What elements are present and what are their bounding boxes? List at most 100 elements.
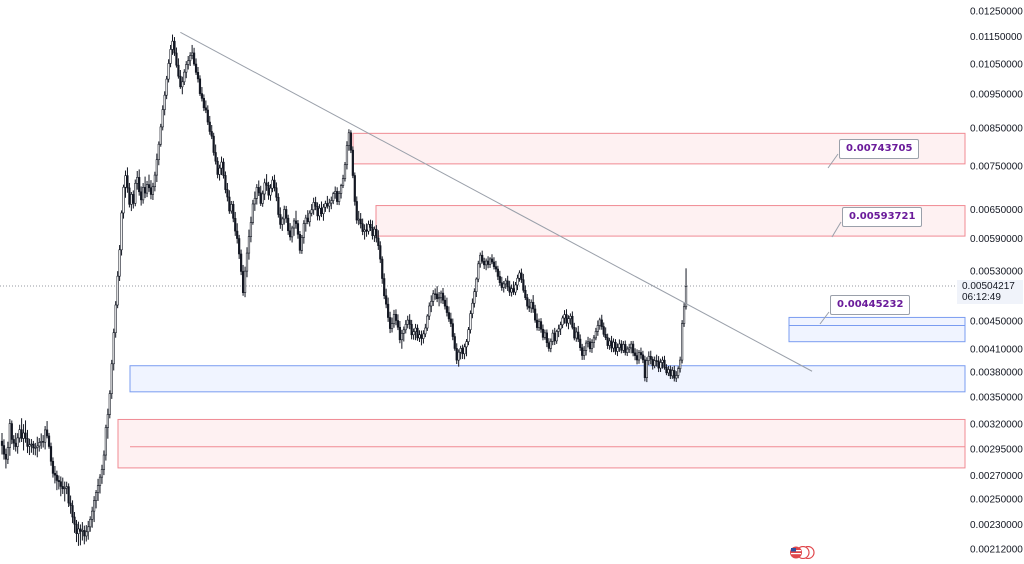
price-tick-label: 0.00650000 bbox=[970, 205, 1023, 216]
candle-body bbox=[381, 258, 384, 279]
candle-body bbox=[275, 187, 278, 198]
candle-body bbox=[684, 285, 688, 308]
candle-body bbox=[416, 327, 419, 339]
candle-body bbox=[387, 303, 390, 318]
candle-body bbox=[128, 187, 131, 205]
candle-body bbox=[149, 187, 153, 195]
candle-body bbox=[208, 121, 211, 132]
candle-body bbox=[318, 207, 321, 217]
price-axis[interactable]: 0.01250000 0.01150000 0.01050000 0.00950000… bbox=[970, 7, 1023, 556]
candle-body bbox=[290, 227, 294, 238]
price-tick-label: 0.00850000 bbox=[970, 123, 1023, 134]
candle-body bbox=[414, 327, 417, 332]
candle-body bbox=[373, 228, 376, 236]
candle-body bbox=[171, 40, 174, 50]
candle-body bbox=[140, 191, 143, 201]
candle-body bbox=[365, 229, 368, 232]
candle-body bbox=[316, 205, 319, 217]
candle-body bbox=[124, 175, 127, 188]
candle-body bbox=[259, 192, 262, 204]
candle-body bbox=[479, 254, 482, 265]
candle-body bbox=[649, 355, 652, 360]
candle-body bbox=[177, 64, 180, 77]
candle-body bbox=[586, 341, 590, 344]
candle-body bbox=[116, 275, 119, 306]
candle-body bbox=[71, 505, 74, 518]
price-label-annotation[interactable]: 0.00743705 bbox=[839, 139, 920, 159]
candle-body bbox=[145, 184, 149, 194]
candle-body bbox=[218, 167, 221, 175]
candle-body bbox=[379, 245, 382, 260]
candle-body bbox=[630, 343, 633, 349]
candle-body bbox=[2, 445, 6, 455]
candle-body bbox=[206, 109, 209, 123]
candle-body bbox=[445, 305, 449, 313]
candle-body bbox=[347, 132, 351, 146]
candle-body bbox=[4, 453, 8, 460]
candle-body bbox=[592, 337, 596, 343]
candle-body bbox=[353, 175, 356, 202]
candle-body bbox=[388, 317, 392, 329]
candle-body bbox=[528, 305, 531, 309]
candle-body bbox=[310, 209, 313, 214]
candle-body bbox=[114, 304, 117, 333]
candle-body bbox=[226, 189, 229, 198]
candle-body bbox=[410, 323, 413, 336]
candle-body bbox=[430, 301, 433, 307]
support-zone bbox=[788, 316, 966, 343]
candle-body bbox=[383, 278, 386, 297]
candle-body bbox=[73, 516, 76, 525]
candle-body bbox=[104, 427, 107, 456]
price-tick-label: 0.01150000 bbox=[970, 32, 1023, 43]
candle-body bbox=[357, 218, 360, 221]
candle-body bbox=[91, 510, 94, 520]
candle-body bbox=[300, 237, 303, 251]
candle-body bbox=[112, 332, 115, 365]
candle-body bbox=[577, 331, 580, 340]
candle-body bbox=[567, 318, 570, 324]
candle-body bbox=[632, 343, 635, 354]
candle-body bbox=[539, 321, 543, 330]
candle-body bbox=[606, 337, 609, 346]
candle-body bbox=[134, 183, 137, 204]
price-label-annotation[interactable]: 0.00593721 bbox=[842, 207, 923, 227]
candle-body bbox=[428, 305, 431, 317]
candle-body bbox=[338, 193, 341, 202]
candle-body bbox=[390, 323, 394, 329]
price-label-annotation[interactable]: 0.00445232 bbox=[830, 295, 911, 315]
candle-body bbox=[94, 492, 98, 501]
candle-body bbox=[191, 52, 194, 56]
candle-body bbox=[612, 341, 615, 349]
candle-body bbox=[228, 196, 231, 212]
candle-body bbox=[453, 336, 456, 349]
candle-body bbox=[473, 291, 476, 304]
candle-body bbox=[673, 370, 676, 379]
flag-icon[interactable] bbox=[789, 546, 815, 559]
candle-body bbox=[518, 272, 521, 279]
candle-body bbox=[600, 319, 603, 327]
candle-body bbox=[69, 502, 72, 506]
candle-body bbox=[130, 194, 133, 205]
candle-body bbox=[500, 282, 503, 288]
candle-body bbox=[257, 187, 260, 194]
candle-body bbox=[492, 261, 496, 267]
candle-body bbox=[98, 476, 102, 486]
candle-body bbox=[240, 253, 243, 272]
candle-body bbox=[238, 238, 241, 255]
candle-body bbox=[336, 191, 339, 202]
candle-body bbox=[418, 334, 421, 339]
candle-body bbox=[210, 131, 213, 137]
candle-body bbox=[498, 276, 501, 284]
candle-body bbox=[504, 280, 507, 285]
candle-body bbox=[547, 342, 550, 349]
candle-body bbox=[385, 295, 388, 305]
candle-body bbox=[396, 320, 400, 328]
candle-body bbox=[669, 369, 672, 377]
candle-body bbox=[545, 332, 548, 344]
candle-body bbox=[594, 331, 597, 339]
price-tick-label: 0.00410000 bbox=[970, 345, 1023, 356]
candle-body bbox=[165, 78, 168, 96]
descending-trendline[interactable] bbox=[180, 31, 813, 372]
candle-body bbox=[175, 52, 178, 66]
